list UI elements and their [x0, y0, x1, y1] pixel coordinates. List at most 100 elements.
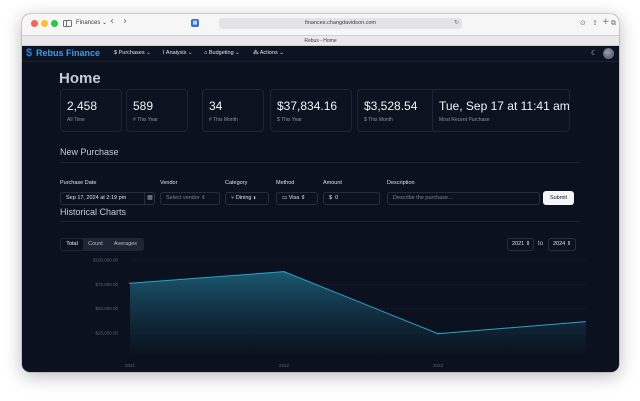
- stat-value: 2,458: [67, 99, 98, 113]
- forward-arrow-icon[interactable]: ›: [123, 16, 127, 27]
- y-tick-label: $75,000.00: [95, 282, 118, 287]
- date-value: Sep 17, 2024 at 2:19 pm: [66, 195, 127, 201]
- browser-window: Finances ⌄ ‹ › ▦ finances.changdavidson.…: [22, 14, 619, 372]
- stat-label: $ This Year: [277, 117, 302, 123]
- vendor-select[interactable]: Select vendor ⇕: [160, 192, 220, 205]
- url-text: finances.changdavidson.com: [305, 20, 376, 26]
- method-select[interactable]: ▭ Visa ⇕: [276, 192, 318, 205]
- tab-overview-icon[interactable]: ⧉: [611, 19, 616, 27]
- tab-count[interactable]: Count: [88, 241, 103, 247]
- to-year-select[interactable]: 2024 ⇕: [548, 238, 576, 251]
- tab-averages[interactable]: Averages: [113, 241, 138, 247]
- chart-area-fill: [130, 271, 586, 357]
- label-vendor: Vendor: [160, 180, 178, 186]
- stat-label: Most Recent Purchase: [439, 117, 490, 123]
- x-tick-label: 2022: [279, 363, 290, 368]
- tab-group-selector[interactable]: Finances ⌄: [76, 20, 108, 26]
- maximize-window-button[interactable]: [51, 20, 58, 27]
- back-arrow-icon[interactable]: ‹: [110, 16, 114, 27]
- site-favicon-icon: ▦: [191, 19, 199, 27]
- card-icon: ▭: [282, 195, 288, 201]
- download-icon[interactable]: ⊙: [580, 19, 586, 27]
- chevron-updown-icon: ⇕: [525, 241, 531, 247]
- category-select[interactable]: ⑂ Dining ⇕: [225, 192, 269, 205]
- x-tick-label: 2023: [433, 363, 444, 368]
- chart-series-line: [129, 271, 586, 335]
- tab-title: Rebus - Home: [304, 38, 337, 44]
- y-tick-label: $50,000.00: [95, 306, 118, 311]
- chart-type-tabs: Total Count Averages: [60, 238, 144, 251]
- stat-card-count-month: 34 # This Month: [202, 89, 264, 132]
- new-tab-icon[interactable]: +: [602, 17, 610, 27]
- description-input[interactable]: Describe the purchase...: [387, 192, 540, 205]
- data-point: [437, 332, 439, 335]
- data-point: [283, 270, 285, 273]
- chevron-updown-icon: ⇕: [201, 195, 206, 201]
- new-purchase-heading: New Purchase: [60, 147, 119, 157]
- stat-card-count-year: 589 # This Year: [126, 89, 188, 132]
- stat-value: 34: [209, 99, 223, 113]
- nav-budgeting-menu[interactable]: ⌂ Budgeting ⌄: [204, 50, 240, 56]
- historical-total-chart: $100,000.00 $75,000.00 $50,000.00 $25,000.0…: [93, 258, 586, 368]
- sidebar-toggle-icon[interactable]: [63, 20, 72, 27]
- y-tick-label: $100,000.00: [93, 258, 119, 263]
- submit-button[interactable]: Submit: [543, 191, 574, 205]
- calendar-icon[interactable]: ▦: [144, 192, 155, 205]
- stat-label: $ This Month: [364, 117, 393, 123]
- stat-value: $37,834.16: [277, 99, 338, 113]
- stat-label: All Time: [67, 117, 85, 123]
- data-point: [129, 282, 131, 285]
- label-category: Category: [225, 180, 248, 186]
- nav-actions-menu[interactable]: ⁂ Actions ⌄: [253, 50, 284, 56]
- user-avatar[interactable]: [603, 48, 614, 59]
- page-title: Home: [59, 70, 101, 87]
- tab-group-label: Finances: [76, 20, 101, 26]
- range-to-label: to: [538, 241, 544, 247]
- chevron-updown-icon: ⇕: [300, 195, 306, 201]
- dollar-icon: $: [329, 195, 333, 201]
- from-year-value: 2021: [512, 241, 525, 247]
- label-description: Description: [387, 180, 415, 186]
- stat-value: Tue, Sep 17 at 11:41 am: [439, 99, 570, 113]
- vendor-placeholder: Select vendor: [166, 195, 200, 201]
- method-value: Visa: [288, 195, 300, 201]
- x-tick-label: 2021: [125, 363, 136, 368]
- label-amount: Amount: [323, 180, 342, 186]
- stat-card-all-time: 2,458 All Time: [60, 89, 122, 132]
- to-year-value: 2024: [553, 241, 566, 247]
- brand-name[interactable]: Rebus Finance: [36, 48, 101, 58]
- divider: [60, 162, 580, 163]
- active-tab[interactable]: Rebus - Home: [22, 35, 619, 46]
- browser-toolbar: Finances ⌄ ‹ › ▦ finances.changdavidson.…: [22, 14, 619, 46]
- from-year-select[interactable]: 2021 ⇕: [507, 238, 534, 251]
- amount-input[interactable]: $ 0: [323, 192, 380, 205]
- chevron-updown-icon: ⇕: [252, 195, 257, 201]
- y-tick-label: $25,000.00: [95, 330, 118, 335]
- purchase-date-input[interactable]: Sep 17, 2024 at 2:19 pm: [60, 192, 155, 205]
- stat-value: 589: [133, 99, 154, 113]
- description-placeholder: Describe the purchase...: [393, 195, 453, 201]
- share-icon[interactable]: ⇧: [592, 19, 598, 27]
- minimize-window-button[interactable]: [41, 20, 48, 27]
- stat-card-recent-purchase: Tue, Sep 17 at 11:41 am Most Recent Purc…: [432, 89, 570, 132]
- stat-card-spend-year: $37,834.16 $ This Year: [270, 89, 352, 132]
- stat-label: # This Year: [133, 117, 158, 123]
- logo-icon[interactable]: $: [26, 47, 33, 59]
- address-bar[interactable]: finances.changdavidson.com: [219, 18, 462, 29]
- nav-analysis-menu[interactable]: ⌇ Analysis ⌄: [162, 50, 193, 56]
- utensils-icon: ⑂: [231, 195, 235, 201]
- reload-icon[interactable]: ↻: [454, 19, 460, 26]
- stat-value: $3,528.54: [364, 99, 418, 113]
- tab-total[interactable]: Total: [61, 239, 83, 250]
- close-window-button[interactable]: [31, 20, 38, 27]
- stat-label: # This Month: [209, 117, 238, 123]
- label-method: Method: [276, 180, 295, 186]
- chevron-updown-icon: ⇕: [566, 241, 572, 247]
- dark-mode-toggle-icon[interactable]: ☾: [591, 50, 598, 57]
- historical-charts-heading: Historical Charts: [60, 207, 127, 217]
- nav-purchases-menu[interactable]: $ Purchases ⌄: [114, 50, 151, 56]
- divider: [60, 221, 580, 222]
- amount-value: 0: [335, 195, 339, 201]
- category-value: Dining: [235, 195, 252, 201]
- label-purchase-date: Purchase Date: [60, 180, 97, 186]
